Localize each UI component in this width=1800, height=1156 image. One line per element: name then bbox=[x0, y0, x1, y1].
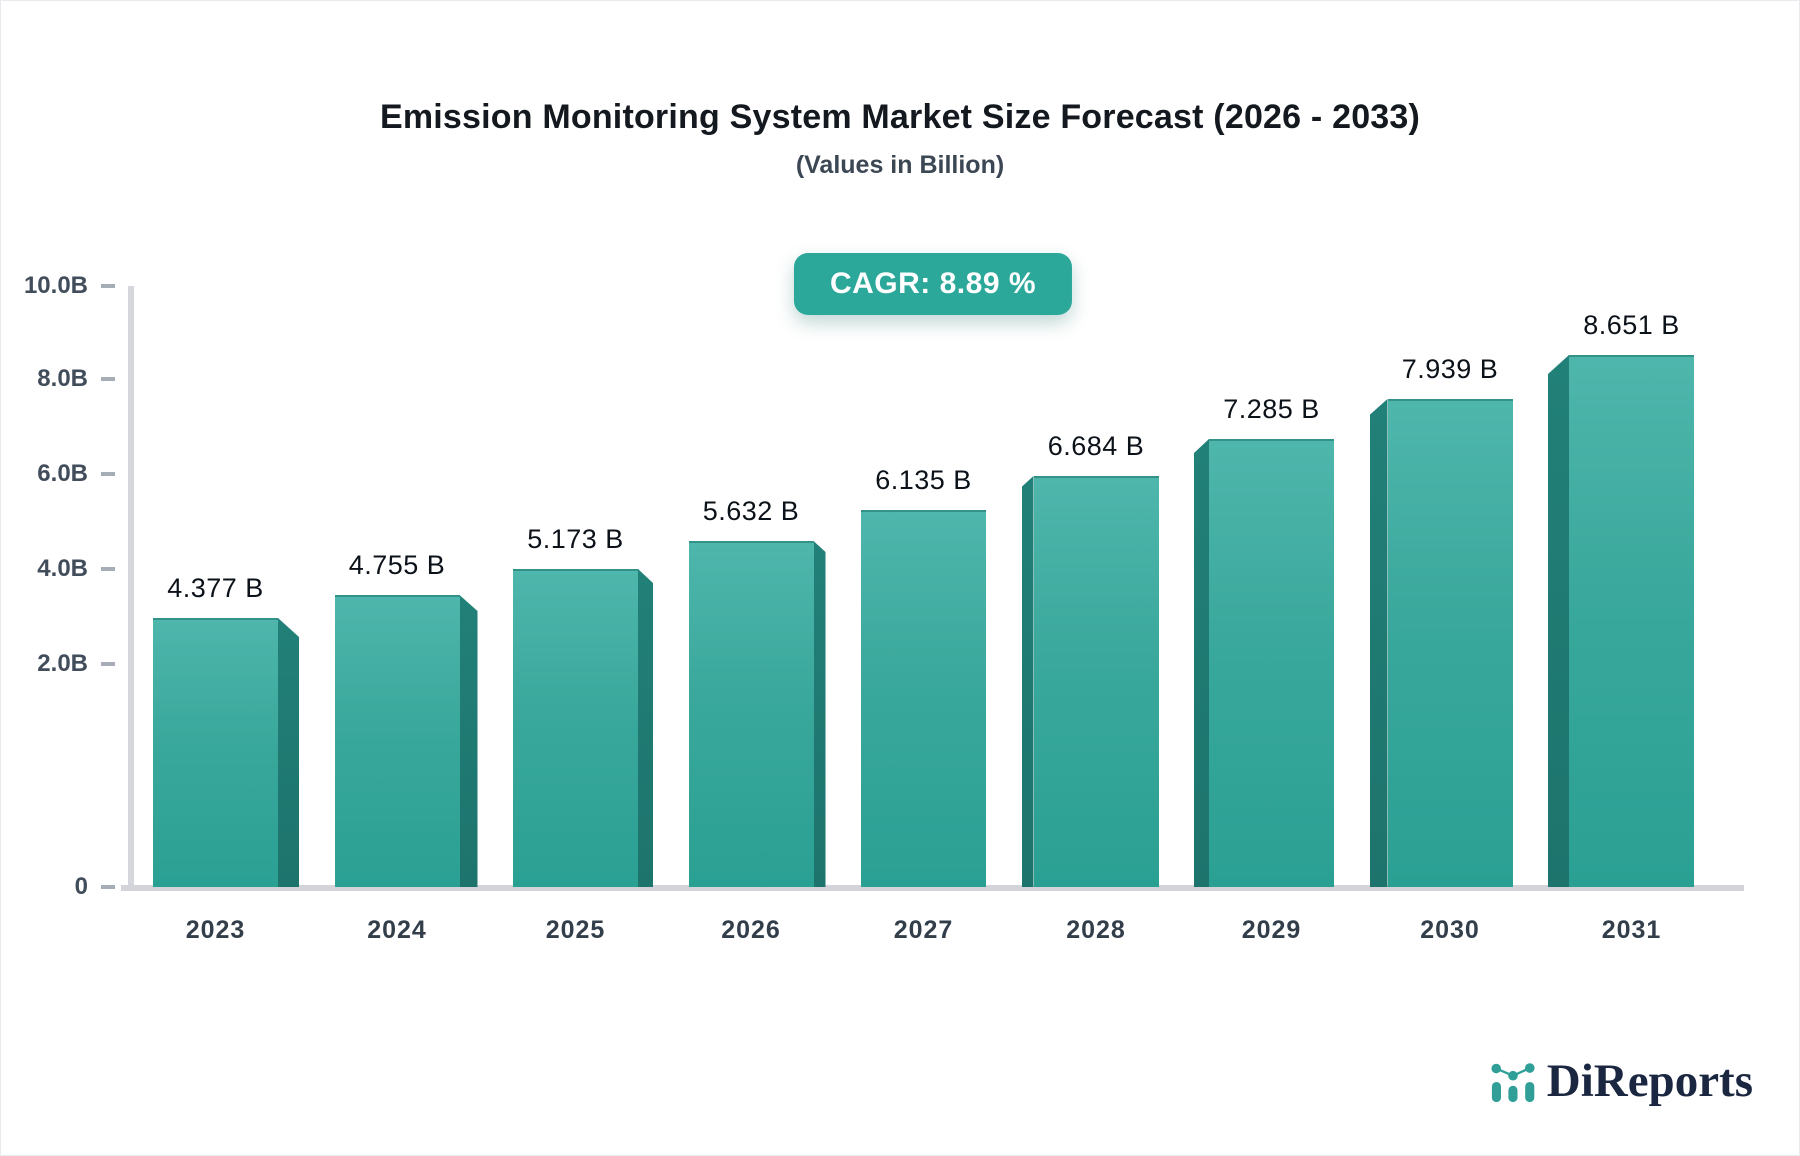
logo-text: DiReports bbox=[1546, 1054, 1753, 1107]
page-subtitle: (Values in Billion) bbox=[795, 151, 1005, 179]
bar-side-shade bbox=[1021, 476, 1034, 887]
y-axis-line bbox=[128, 286, 134, 889]
x-tick-label-2029: 2029 bbox=[1241, 916, 1302, 944]
bar-value-label-2023: 4.377 B bbox=[167, 573, 264, 603]
direports-logo: DiReports bbox=[1488, 1057, 1753, 1105]
bars-row: 4.377 B 2023 4.755 B 2024 5.173 B 2025 5.632 B… bbox=[153, 272, 1694, 944]
y-tick-label-10.0B: 10.0B bbox=[23, 272, 88, 299]
bar-side-shade bbox=[459, 595, 478, 887]
y-tick-label-0: 0 bbox=[74, 873, 88, 900]
bar-value-label-2025: 5.173 B bbox=[527, 524, 624, 554]
bar-face bbox=[1209, 439, 1334, 887]
page-title: Emission Monitoring System Market Size F… bbox=[379, 98, 1421, 136]
bar-value-label-2028: 6.684 B bbox=[1047, 431, 1145, 461]
bar-side-shade bbox=[278, 618, 299, 887]
bar-side-shade bbox=[1548, 355, 1569, 887]
bar-face bbox=[1387, 399, 1513, 887]
cagr-badge: CAGR: 8.89 % bbox=[793, 253, 1073, 315]
bar-2030[interactable]: 7.939 B 2030 bbox=[1369, 354, 1513, 944]
y-tick-label-6.0B: 6.0B bbox=[37, 460, 88, 487]
bar-side-shade bbox=[1194, 439, 1209, 887]
bar-value-label-2031: 8.651 B bbox=[1583, 310, 1680, 340]
y-tick-mark bbox=[101, 377, 115, 381]
y-tick-label-4.0B: 4.0B bbox=[37, 555, 88, 582]
y-tick-label-8.0B: 8.0B bbox=[37, 365, 88, 392]
bar-chart-logo-icon bbox=[1491, 1063, 1535, 1103]
bar-value-label-2026: 5.632 B bbox=[702, 496, 800, 526]
x-tick-label-2027: 2027 bbox=[893, 916, 954, 944]
plot-area: 4.377 B 2023 4.755 B 2024 5.173 B 2025 5.632 B… bbox=[24, 272, 1744, 944]
bar-side-shade bbox=[813, 541, 826, 887]
bar-2028[interactable]: 6.684 B 2028 bbox=[1021, 431, 1159, 944]
bar-face bbox=[334, 595, 460, 887]
y-tick-mark bbox=[101, 472, 115, 476]
bar-2027[interactable]: 6.135 B 2027 bbox=[861, 465, 986, 944]
x-tick-label-2025: 2025 bbox=[545, 916, 606, 944]
bar-side-shade bbox=[638, 569, 653, 887]
x-tick-label-2024: 2024 bbox=[367, 916, 427, 944]
bar-value-label-2024: 4.755 B bbox=[348, 550, 446, 580]
bar-face bbox=[861, 510, 986, 887]
bar-face bbox=[153, 618, 278, 887]
bar-value-label-2027: 6.135 B bbox=[875, 465, 972, 495]
x-tick-label-2028: 2028 bbox=[1066, 916, 1126, 944]
bar-2024[interactable]: 4.755 B 2024 bbox=[334, 550, 478, 944]
bar-side-shade bbox=[1369, 399, 1388, 887]
y-tick-mark bbox=[101, 567, 115, 571]
bar-face bbox=[1033, 476, 1159, 887]
x-axis-line bbox=[121, 885, 1744, 891]
x-tick-label-2030: 2030 bbox=[1420, 916, 1480, 944]
bar-2023[interactable]: 4.377 B 2023 bbox=[153, 573, 299, 944]
y-tick-mark bbox=[101, 284, 115, 288]
bar-face bbox=[688, 541, 814, 887]
bar-2026[interactable]: 5.632 B 2026 bbox=[688, 496, 826, 944]
bar-2025[interactable]: 5.173 B 2025 bbox=[513, 524, 653, 944]
y-tick-mark bbox=[101, 662, 115, 666]
bar-2031[interactable]: 8.651 B 2031 bbox=[1548, 310, 1694, 944]
bar-face bbox=[1569, 355, 1694, 887]
y-tick-mark bbox=[101, 885, 115, 889]
bar-value-label-2030: 7.939 B bbox=[1401, 354, 1499, 384]
x-tick-label-2026: 2026 bbox=[721, 916, 781, 944]
y-tick-label-2.0B: 2.0B bbox=[37, 650, 88, 677]
bar-2029[interactable]: 7.285 B 2029 bbox=[1194, 394, 1334, 944]
bar-face bbox=[513, 569, 638, 887]
x-tick-label-2031: 2031 bbox=[1601, 916, 1662, 944]
bar-value-label-2029: 7.285 B bbox=[1223, 394, 1320, 424]
x-tick-label-2023: 2023 bbox=[185, 916, 246, 944]
